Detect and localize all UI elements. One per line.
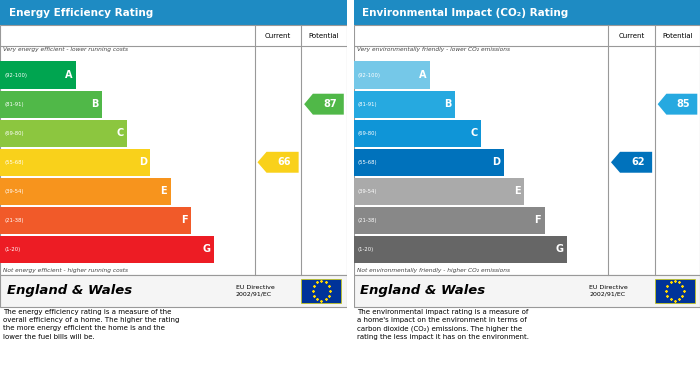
Text: 85: 85 — [677, 99, 690, 109]
Text: England & Wales: England & Wales — [7, 284, 132, 298]
Bar — [354, 61, 430, 89]
Bar — [354, 207, 545, 234]
Bar — [354, 0, 700, 25]
Text: Very energy efficient - lower running costs: Very energy efficient - lower running co… — [4, 47, 129, 52]
Polygon shape — [258, 152, 299, 173]
Text: (92-100): (92-100) — [358, 73, 381, 78]
Bar — [0, 149, 150, 176]
Text: Potential: Potential — [309, 32, 340, 39]
Bar — [302, 279, 342, 303]
Text: EU Directive
2002/91/EC: EU Directive 2002/91/EC — [589, 285, 628, 297]
Text: D: D — [492, 157, 500, 167]
Text: 87: 87 — [323, 99, 337, 109]
Text: (55-68): (55-68) — [4, 160, 24, 165]
Text: A: A — [419, 70, 426, 80]
Bar — [0, 236, 214, 263]
Bar — [0, 207, 191, 234]
Bar — [0, 275, 346, 307]
Bar — [354, 91, 456, 118]
Bar — [354, 275, 700, 307]
Text: Energy Efficiency Rating: Energy Efficiency Rating — [8, 8, 153, 18]
Bar — [0, 25, 346, 275]
Bar — [354, 178, 524, 205]
Text: 62: 62 — [631, 157, 645, 167]
Text: A: A — [65, 70, 73, 80]
Text: (1-20): (1-20) — [358, 247, 374, 252]
Polygon shape — [658, 94, 697, 115]
Text: (39-54): (39-54) — [358, 189, 377, 194]
Text: F: F — [181, 215, 188, 225]
Bar — [0, 61, 76, 89]
Text: B: B — [444, 99, 452, 109]
Bar — [354, 149, 504, 176]
Text: Very environmentally friendly - lower CO₂ emissions: Very environmentally friendly - lower CO… — [357, 47, 510, 52]
Text: Current: Current — [618, 32, 645, 39]
Text: F: F — [534, 215, 541, 225]
Text: B: B — [91, 99, 99, 109]
Text: The environmental impact rating is a measure of
a home's impact on the environme: The environmental impact rating is a mea… — [357, 309, 529, 340]
Text: (21-38): (21-38) — [4, 218, 24, 223]
Text: C: C — [470, 128, 477, 138]
Text: G: G — [202, 244, 211, 255]
Text: E: E — [514, 186, 521, 196]
Text: EU Directive
2002/91/EC: EU Directive 2002/91/EC — [236, 285, 274, 297]
Text: Potential: Potential — [662, 32, 693, 39]
Polygon shape — [304, 94, 344, 115]
Text: Not energy efficient - higher running costs: Not energy efficient - higher running co… — [4, 268, 129, 273]
Text: (81-91): (81-91) — [4, 102, 24, 107]
Text: (69-80): (69-80) — [4, 131, 24, 136]
Text: (21-38): (21-38) — [358, 218, 377, 223]
Bar — [0, 0, 346, 25]
Text: (92-100): (92-100) — [4, 73, 27, 78]
Bar — [0, 91, 102, 118]
Text: Current: Current — [265, 32, 291, 39]
Text: (55-68): (55-68) — [358, 160, 377, 165]
Bar — [655, 279, 695, 303]
Text: C: C — [117, 128, 124, 138]
Bar — [0, 178, 171, 205]
Text: Not environmentally friendly - higher CO₂ emissions: Not environmentally friendly - higher CO… — [357, 268, 510, 273]
Text: (39-54): (39-54) — [4, 189, 24, 194]
Bar — [354, 25, 700, 275]
Bar — [354, 120, 481, 147]
Text: Environmental Impact (CO₂) Rating: Environmental Impact (CO₂) Rating — [362, 8, 568, 18]
Text: The energy efficiency rating is a measure of the
overall efficiency of a home. T: The energy efficiency rating is a measur… — [4, 309, 180, 340]
Text: D: D — [139, 157, 147, 167]
Text: G: G — [556, 244, 564, 255]
Bar — [0, 120, 127, 147]
Bar — [354, 236, 568, 263]
Text: E: E — [160, 186, 167, 196]
Text: 66: 66 — [277, 157, 291, 167]
Text: (69-80): (69-80) — [358, 131, 377, 136]
Polygon shape — [611, 152, 652, 173]
Text: (81-91): (81-91) — [358, 102, 377, 107]
Text: (1-20): (1-20) — [4, 247, 20, 252]
Text: England & Wales: England & Wales — [360, 284, 486, 298]
